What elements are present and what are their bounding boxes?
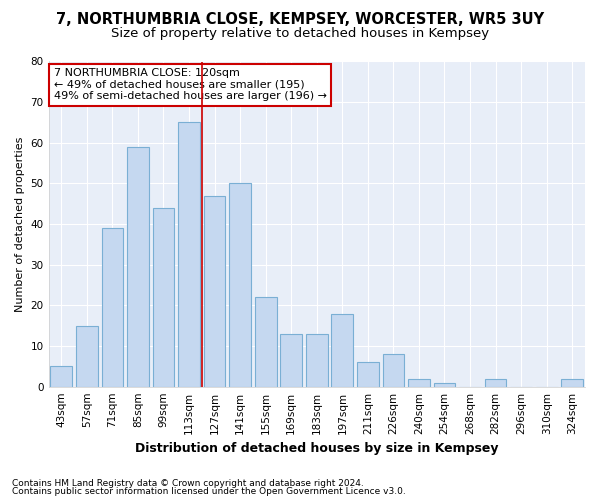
Bar	[331, 314, 353, 386]
Bar	[383, 354, 404, 386]
X-axis label: Distribution of detached houses by size in Kempsey: Distribution of detached houses by size …	[135, 442, 499, 455]
Text: Contains HM Land Registry data © Crown copyright and database right 2024.: Contains HM Land Registry data © Crown c…	[12, 478, 364, 488]
Bar	[127, 147, 149, 386]
Text: Size of property relative to detached houses in Kempsey: Size of property relative to detached ho…	[111, 28, 489, 40]
Bar	[229, 184, 251, 386]
Y-axis label: Number of detached properties: Number of detached properties	[15, 136, 25, 312]
Bar	[101, 228, 123, 386]
Bar	[178, 122, 200, 386]
Bar	[152, 208, 175, 386]
Bar	[485, 378, 506, 386]
Bar	[76, 326, 98, 386]
Bar	[255, 298, 277, 386]
Text: 7, NORTHUMBRIA CLOSE, KEMPSEY, WORCESTER, WR5 3UY: 7, NORTHUMBRIA CLOSE, KEMPSEY, WORCESTER…	[56, 12, 544, 28]
Bar	[562, 378, 583, 386]
Bar	[306, 334, 328, 386]
Bar	[408, 378, 430, 386]
Bar	[280, 334, 302, 386]
Bar	[357, 362, 379, 386]
Bar	[204, 196, 226, 386]
Bar	[434, 382, 455, 386]
Text: Contains public sector information licensed under the Open Government Licence v3: Contains public sector information licen…	[12, 487, 406, 496]
Bar	[50, 366, 72, 386]
Text: 7 NORTHUMBRIA CLOSE: 120sqm
← 49% of detached houses are smaller (195)
49% of se: 7 NORTHUMBRIA CLOSE: 120sqm ← 49% of det…	[54, 68, 327, 101]
